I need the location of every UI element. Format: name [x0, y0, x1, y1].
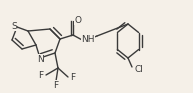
Text: S: S: [11, 21, 17, 31]
Text: O: O: [74, 16, 81, 24]
Text: F: F: [53, 81, 58, 89]
Text: Cl: Cl: [135, 65, 143, 73]
Text: F: F: [70, 73, 76, 81]
Text: NH: NH: [81, 35, 95, 44]
Text: F: F: [38, 70, 44, 80]
Text: N: N: [37, 54, 43, 64]
